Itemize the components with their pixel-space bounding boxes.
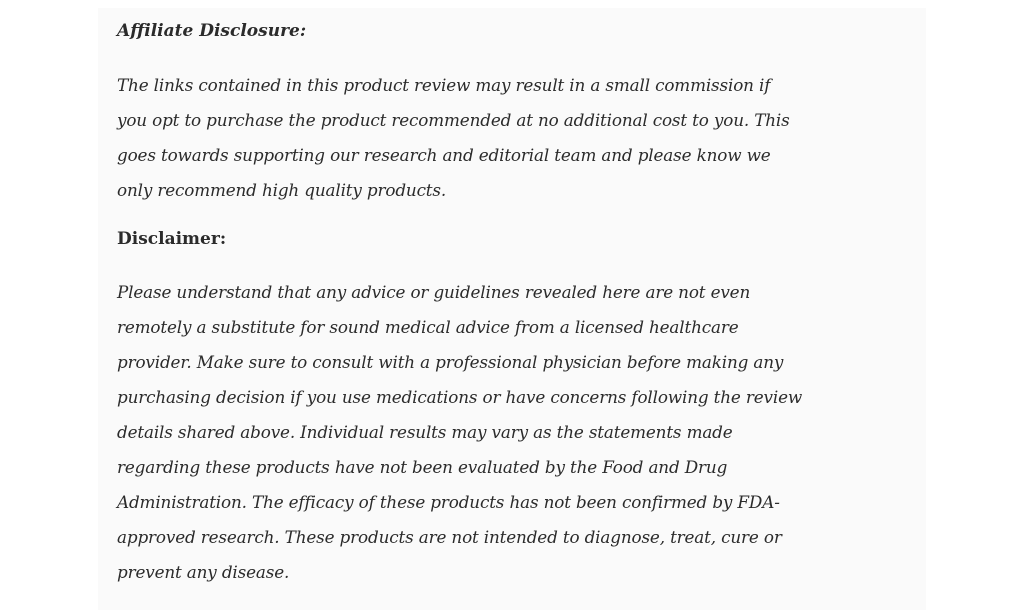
text-line: only recommend high quality products. — [117, 180, 447, 200]
text-line: purchasing decision if you use medicatio… — [117, 387, 803, 407]
disclosure-box — [98, 8, 926, 610]
text-line: details shared above. Individual results… — [117, 422, 733, 442]
text-line: goes towards supporting our research and… — [117, 145, 771, 165]
disclosure-content: Affiliate Disclosure: The links containe… — [117, 14, 802, 590]
text-line: prevent any disease. — [117, 562, 290, 582]
text-line: Administration. The efficacy of these pr… — [117, 492, 780, 512]
disclaimer-heading: Disclaimer: — [117, 229, 227, 249]
text-line: The links contained in this product revi… — [117, 75, 771, 95]
text-line: regarding these products have not been e… — [117, 457, 728, 477]
text-line: Please understand that any advice or gui… — [117, 282, 751, 302]
text-line: approved research. These products are no… — [117, 527, 782, 547]
text-line: remotely a substitute for sound medical … — [117, 317, 739, 337]
affiliate-disclosure-text: The links contained in this product revi… — [117, 68, 802, 208]
disclaimer-text: Please understand that any advice or gui… — [117, 275, 802, 590]
text-line: provider. Make sure to consult with a pr… — [117, 352, 784, 372]
text-line: you opt to purchase the product recommen… — [117, 110, 790, 130]
affiliate-disclosure-heading: Affiliate Disclosure: — [117, 21, 307, 41]
